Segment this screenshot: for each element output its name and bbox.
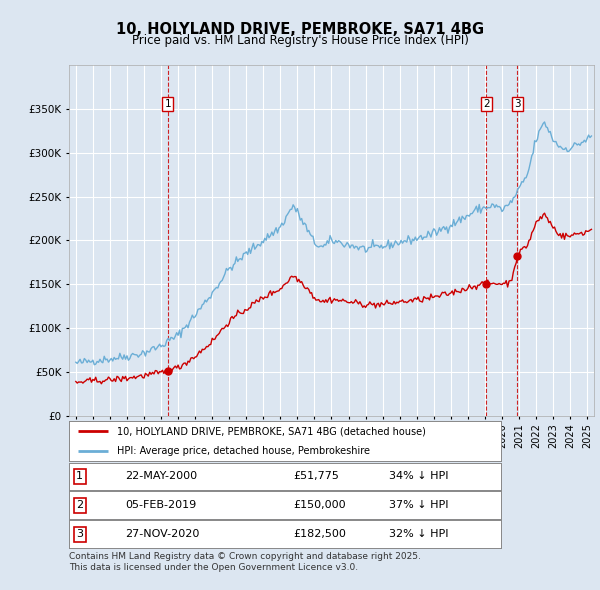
- Text: 27-NOV-2020: 27-NOV-2020: [125, 529, 200, 539]
- Text: 3: 3: [76, 529, 83, 539]
- Text: 32% ↓ HPI: 32% ↓ HPI: [389, 529, 448, 539]
- Text: 37% ↓ HPI: 37% ↓ HPI: [389, 500, 448, 510]
- Text: 22-MAY-2000: 22-MAY-2000: [125, 471, 197, 481]
- Text: £150,000: £150,000: [293, 500, 346, 510]
- Text: 1: 1: [164, 99, 171, 109]
- Text: 10, HOLYLAND DRIVE, PEMBROKE, SA71 4BG (detached house): 10, HOLYLAND DRIVE, PEMBROKE, SA71 4BG (…: [116, 427, 425, 436]
- Text: £182,500: £182,500: [293, 529, 347, 539]
- Text: 3: 3: [514, 99, 521, 109]
- Text: 2: 2: [76, 500, 83, 510]
- Text: 34% ↓ HPI: 34% ↓ HPI: [389, 471, 448, 481]
- Text: 1: 1: [76, 471, 83, 481]
- Text: Price paid vs. HM Land Registry's House Price Index (HPI): Price paid vs. HM Land Registry's House …: [131, 34, 469, 47]
- Text: 2: 2: [483, 99, 490, 109]
- Text: HPI: Average price, detached house, Pembrokeshire: HPI: Average price, detached house, Pemb…: [116, 447, 370, 456]
- Text: £51,775: £51,775: [293, 471, 340, 481]
- Text: 05-FEB-2019: 05-FEB-2019: [125, 500, 196, 510]
- Text: Contains HM Land Registry data © Crown copyright and database right 2025.
This d: Contains HM Land Registry data © Crown c…: [69, 552, 421, 572]
- Text: 10, HOLYLAND DRIVE, PEMBROKE, SA71 4BG: 10, HOLYLAND DRIVE, PEMBROKE, SA71 4BG: [116, 22, 484, 37]
